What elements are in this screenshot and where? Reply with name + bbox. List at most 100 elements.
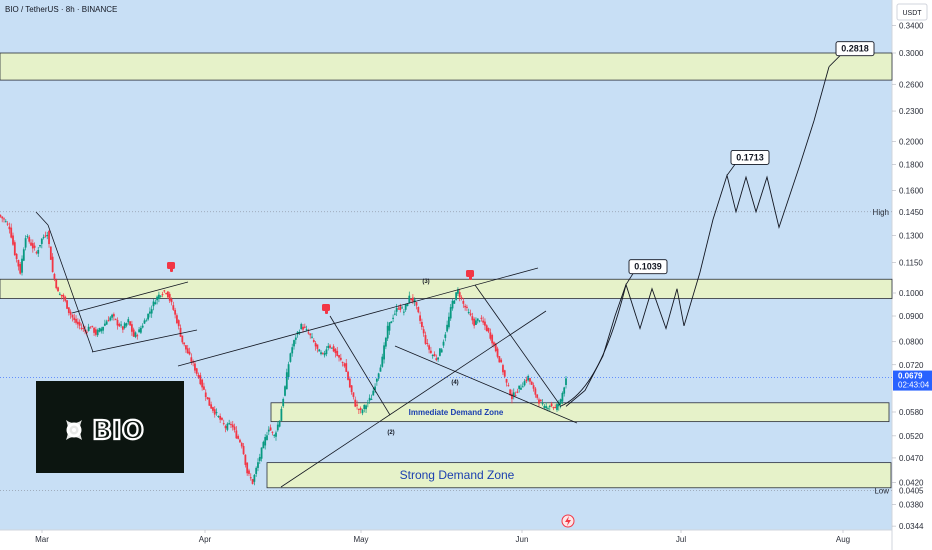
candle-body [203,386,205,390]
candle-body [127,319,130,323]
zone-immediate-demand[interactable] [270,402,890,423]
candle-body [116,319,119,326]
candle-body [239,439,241,443]
candle-body [530,381,533,385]
price-axis-panel [892,0,932,550]
zone-resistance[interactable] [0,278,893,299]
candle-body [379,367,382,372]
candle-body [534,388,537,395]
candle-body [500,359,503,363]
candle-body [406,303,409,307]
candle-body [248,470,250,474]
candle-body [118,324,121,327]
trend-line[interactable] [35,211,49,226]
projection-layer [559,66,830,407]
trend-line[interactable] [329,315,391,416]
candle-body [257,462,259,468]
candle-body [129,321,131,326]
candle-body [53,273,56,279]
candle-body [433,353,436,357]
candle-body [482,320,485,323]
candle-body [402,311,405,313]
y-tick-label: 0.1000 [899,289,924,298]
candle-body [320,352,322,355]
candle-body [556,404,558,410]
candle-body [341,361,344,363]
axis-layer: 0.3400 0.3000 0.2600 0.2300 0.2000 0.1800 0.16… [35,22,932,544]
currency-button[interactable] [896,3,928,21]
candle-body [121,326,124,330]
candle-body [541,403,544,405]
candle-body [44,235,47,237]
candle-body [82,328,85,330]
target-callout-box[interactable] [835,41,875,57]
candle-body [120,324,122,326]
candle-body [440,349,443,353]
candle-body [13,242,16,255]
target-callout-box[interactable] [730,149,770,165]
sell-marker-icon[interactable] [167,262,175,272]
candle-body [107,319,110,322]
candle-body [419,315,421,321]
trend-line[interactable] [71,281,189,314]
trend-line[interactable] [91,329,198,353]
candle-body [181,335,184,343]
candle-body [332,346,335,352]
y-tick-label: 0.0800 [899,338,924,347]
trend-line[interactable] [280,310,547,488]
lightning-icon[interactable] [561,514,575,528]
candle-body [215,412,218,414]
candle-body [307,332,310,334]
candle-body [112,314,115,317]
candle-body [462,300,465,304]
candle-body [392,317,394,319]
candle-body [431,354,434,356]
trend-line[interactable] [177,267,539,367]
candle-body [449,307,452,319]
candle-body [471,316,474,321]
candle-body [15,253,18,260]
candle-body [51,256,54,272]
candle-body [314,343,317,347]
candle-body [237,436,240,439]
projection-path[interactable] [565,66,830,407]
candle-body [502,365,504,373]
candle-body [172,305,175,310]
candle-body [255,467,258,474]
candle-body [466,306,468,308]
candle-body [381,356,384,367]
candle-body [352,392,355,397]
candle-body [212,407,214,411]
x-tick-label: May [353,535,368,544]
y-tick-label: 0.0380 [899,500,924,509]
candle-body [0,214,2,217]
sell-marker-icon[interactable] [466,270,474,280]
candle-body [141,325,144,328]
candle-body [547,408,549,410]
trend-line[interactable] [474,284,561,406]
candle-body [372,390,375,396]
candle-body [69,311,72,315]
candle-body [507,385,510,387]
candle-body [98,328,101,332]
candle-body [550,403,553,407]
zone-top-resistance[interactable] [0,52,893,81]
zone-strong-demand[interactable] [266,462,892,489]
trend-line[interactable] [47,224,94,353]
target-callout-box[interactable] [628,259,668,275]
candle-body [230,424,232,426]
candle-body [228,423,231,425]
candle-body [330,347,333,349]
trend-line[interactable] [394,345,578,424]
candle-body [413,299,416,303]
candle-body [503,370,506,377]
candle-body [76,321,79,325]
sell-marker-icon[interactable] [322,304,330,314]
candle-body [138,329,140,333]
current-price-tag [893,370,932,391]
candle-body [366,402,369,404]
target-leader [726,164,736,176]
candle-body [305,329,308,331]
